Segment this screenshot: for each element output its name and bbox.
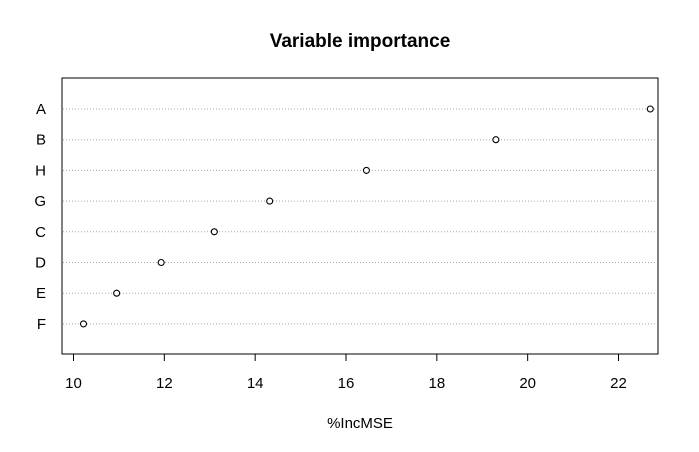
grid-lines bbox=[63, 108, 657, 325]
y-tick-label-b: B bbox=[36, 132, 46, 149]
plot-frame bbox=[61, 77, 659, 355]
x-axis-label: %IncMSE bbox=[327, 415, 393, 432]
x-tick-label: 20 bbox=[519, 375, 536, 392]
data-point-f bbox=[79, 320, 88, 328]
data-point-g bbox=[266, 197, 274, 205]
data-point-e bbox=[113, 289, 121, 297]
chart-title: Variable importance bbox=[270, 31, 451, 52]
x-axis: 10 12 14 16 18 20 22 bbox=[65, 353, 627, 392]
x-tick-label: 22 bbox=[610, 375, 627, 392]
x-tick-label: 18 bbox=[428, 375, 445, 392]
x-tick-label: 14 bbox=[247, 375, 264, 392]
x-tick-label: 12 bbox=[156, 375, 173, 392]
y-tick-label-f: F bbox=[37, 316, 46, 333]
data-point-a bbox=[646, 105, 654, 113]
data-point-h bbox=[362, 166, 370, 174]
x-tick-label: 10 bbox=[65, 375, 82, 392]
data-point-c bbox=[210, 228, 218, 236]
x-tick-label: 16 bbox=[338, 375, 355, 392]
data-point-d bbox=[157, 258, 165, 267]
y-tick-label-a: A bbox=[36, 101, 46, 118]
y-tick-label-e: E bbox=[36, 285, 46, 302]
y-tick-label-g: G bbox=[34, 193, 46, 210]
y-tick-label-d: D bbox=[35, 255, 46, 272]
y-tick-label-c: C bbox=[35, 224, 46, 241]
data-points bbox=[79, 105, 654, 328]
y-tick-label-h: H bbox=[35, 162, 46, 179]
data-point-b bbox=[492, 136, 500, 144]
